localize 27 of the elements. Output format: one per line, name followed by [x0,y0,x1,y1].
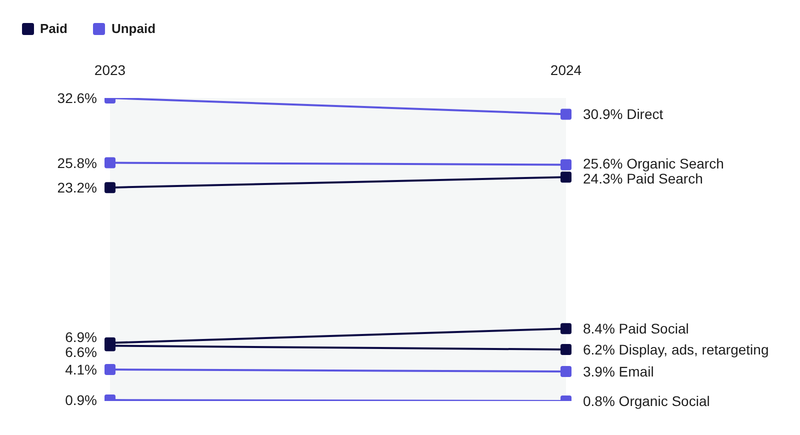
point [560,366,572,377]
data-label: 8.4% Paid Social [583,320,689,337]
data-label: 25.8% [57,154,97,171]
point [104,157,116,168]
point [560,323,572,334]
data-label: 25.6% Organic Search [583,155,724,172]
data-label: 24.3% Paid Search [583,170,703,186]
point [560,108,572,120]
data-label: 6.6% [65,344,97,360]
point [104,182,116,194]
data-label: 6.2% Display, ads, retargeting [583,342,769,358]
data-label: 6.9% [65,328,97,345]
data-label: 4.1% [65,362,97,378]
data-label: 30.9% Direct [583,106,664,122]
point [104,364,116,376]
data-label: 0.8% Organic Social [583,393,710,409]
legend-label: Paid [40,21,68,36]
data-label: 3.9% Email [583,363,654,380]
data-label: 32.6% [57,90,97,106]
point [560,159,572,170]
x-tick-label: 2023 [94,62,126,78]
data-label: 0.9% [65,392,97,408]
data-label: 23.2% [57,180,97,196]
legend-label: Unpaid [111,21,156,36]
x-tick-label: 2024 [550,62,582,78]
point [560,344,572,356]
point [560,172,572,183]
